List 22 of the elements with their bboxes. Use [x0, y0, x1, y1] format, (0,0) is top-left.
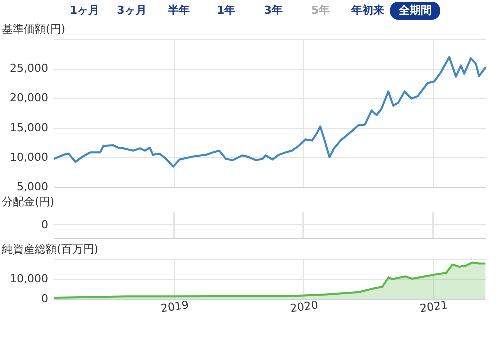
y-tick-label: 0: [42, 292, 48, 306]
y-axis-title: 基準価額(円): [2, 23, 66, 36]
text: 5年: [312, 4, 330, 17]
text: 年初来: [350, 4, 385, 17]
text: 半年: [167, 4, 190, 17]
text: 3ヶ月: [117, 4, 147, 17]
x-tick-label: 2019: [160, 298, 190, 316]
text: 1ヶ月: [70, 4, 100, 17]
y-tick-label: 10,000: [10, 150, 48, 164]
text: 3年: [264, 4, 283, 17]
text: 全期間: [398, 4, 432, 17]
text: 分配金(円): [2, 196, 55, 208]
y-tick-label: 20,000: [10, 92, 48, 105]
x-tick-label: 2021: [419, 298, 449, 316]
y-tick-label: 10,000: [10, 272, 48, 286]
y-tick-label: 5,000: [17, 180, 48, 194]
y-axis-title: 純資産総額(百万円): [2, 242, 99, 256]
y-tick-label: 15,000: [10, 121, 48, 134]
line-series: [53, 56, 487, 168]
x-tick-label: 2020: [290, 298, 320, 316]
y-tick-label: 25,000: [10, 62, 48, 76]
text: 1年: [217, 4, 236, 17]
